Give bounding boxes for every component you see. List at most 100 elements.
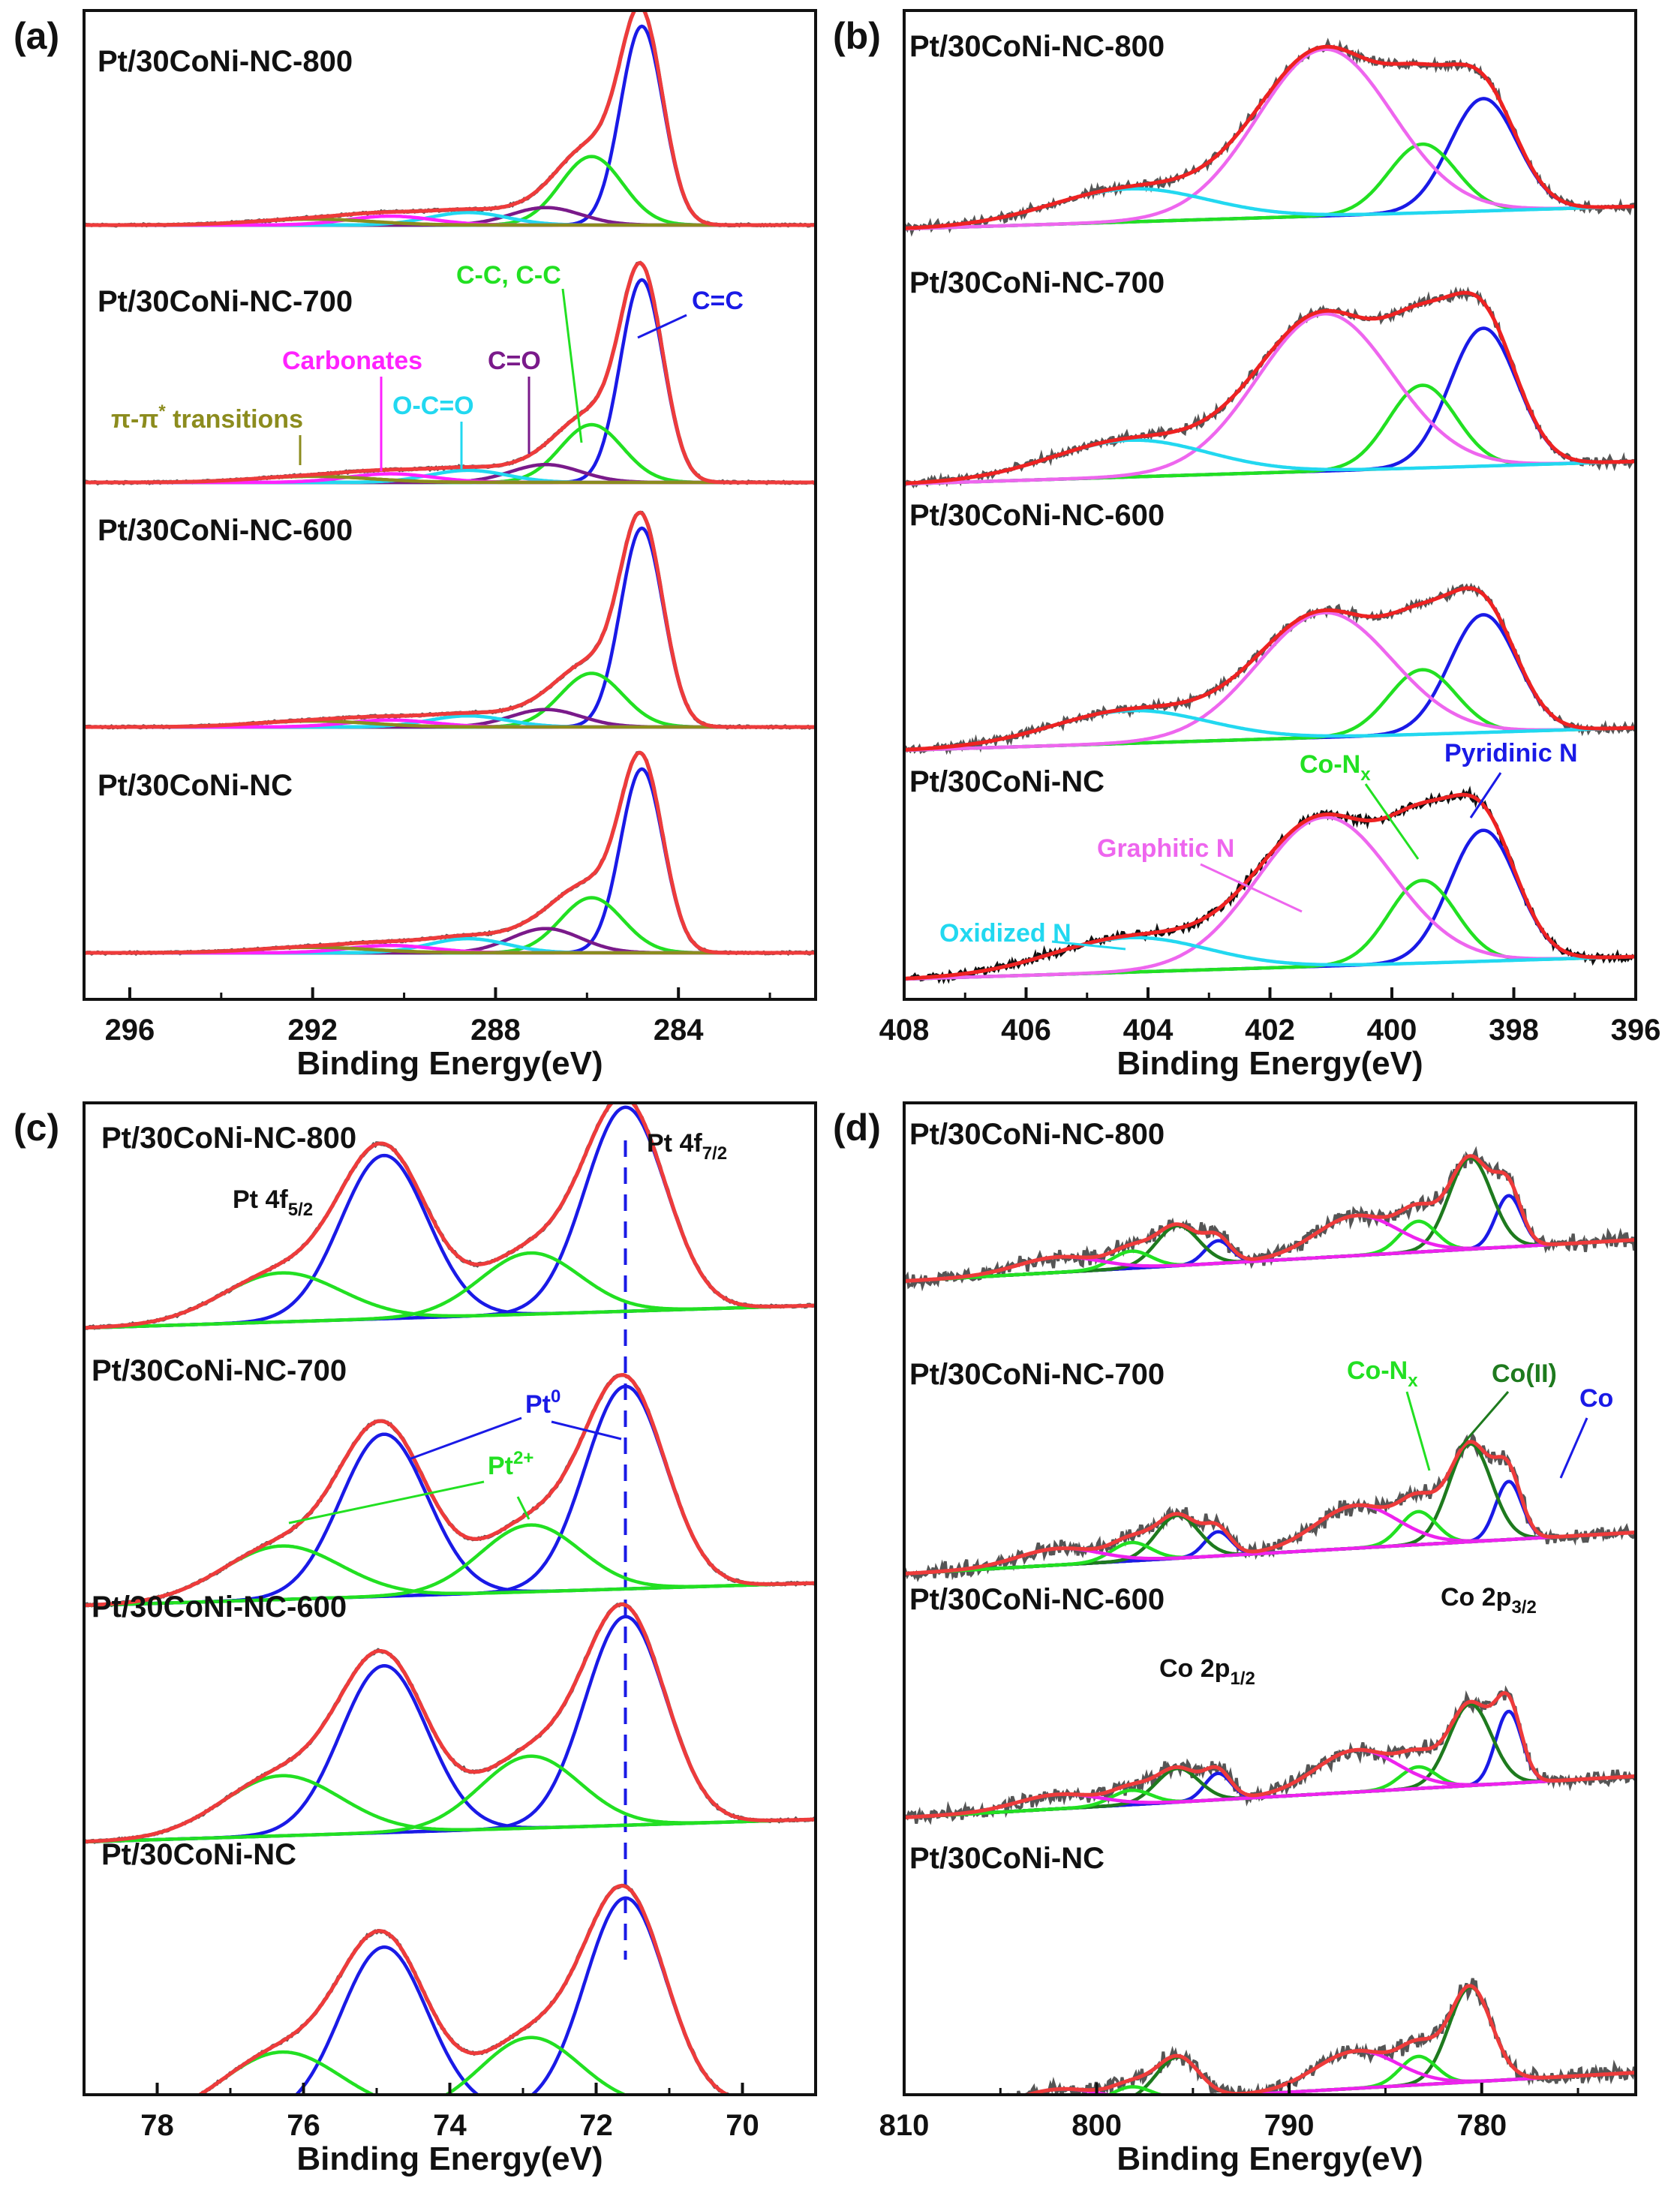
fit-envelope-line: [84, 510, 816, 729]
fit-envelope-line: [196, 1883, 732, 2095]
spectrum-c-3: [195, 1883, 734, 2095]
peak-annotation: Pt 4f5/2: [233, 1185, 313, 1220]
fit-envelope-line: [904, 586, 1636, 752]
fit-envelope-line: [904, 290, 1636, 485]
x-tick-label: 292: [287, 1014, 338, 1047]
spectrum-b-1: [904, 286, 1636, 489]
peak-annotation: Pyridinic N: [1444, 739, 1578, 768]
x-tick-label: 790: [1264, 2109, 1315, 2142]
plot-area-b: [904, 38, 1636, 984]
fit-envelope-line: [904, 1154, 1636, 1283]
spectrum-d-3: [998, 1978, 1636, 2095]
fit-envelope-line: [84, 1602, 816, 1844]
peak-component-line: [293, 1945, 481, 2095]
spectrum-d-2: [904, 1685, 1636, 1825]
plot-area-a: [84, 11, 816, 957]
x-tick-label: 402: [1245, 1014, 1295, 1047]
sample-title: Pt/30CoNi-NC-700: [98, 285, 353, 318]
panel-label: (b): [833, 15, 881, 57]
fit-envelope-line: [904, 1690, 1636, 1819]
sample-title: Pt/30CoNi-NC-800: [98, 45, 353, 78]
panel-c: 78 76 74 72 70 Binding Energy(eV) (c) Pt/30CoNi…: [14, 1101, 817, 2177]
peak-component-line: [84, 1664, 816, 1844]
x-tick-label: 408: [879, 1014, 930, 1047]
peak-annotation: Co: [1579, 1384, 1613, 1413]
spectrum-b-0: [904, 38, 1636, 237]
raw-data-line: [904, 286, 1636, 489]
peak-component-line: [904, 1194, 1636, 1283]
annotation-leader: [1559, 1417, 1588, 1479]
raw-data-line: [84, 1602, 816, 1844]
sample-title: Pt/30CoNi-NC: [909, 1842, 1104, 1875]
fit-envelope-line: [84, 261, 816, 485]
x-tick-label: 70: [726, 2109, 759, 2142]
peak-component-line: [1212, 2049, 1636, 2095]
peak-annotation: Carbonates: [282, 347, 422, 375]
x-tick-label: 404: [1123, 1014, 1174, 1047]
annotation-leader: [1405, 1391, 1431, 1471]
spectrum-b-3: [904, 786, 1636, 984]
x-tick-label: 76: [287, 2109, 320, 2142]
x-tick-label: 284: [654, 1014, 704, 1047]
raw-data-line: [904, 38, 1636, 237]
panel-label: (d): [833, 1107, 881, 1149]
raw-data-line: [904, 786, 1636, 984]
sample-title: Pt/30CoNi-NC-800: [101, 1122, 356, 1155]
x-axis-label: Binding Energy(eV): [296, 1045, 603, 1082]
peak-annotation: Pt2+: [488, 1448, 533, 1480]
annotation-leader: [1051, 940, 1126, 951]
annotation-leader: [551, 1420, 622, 1440]
x-tick-label: 398: [1489, 1014, 1539, 1047]
peak-component-line: [84, 1615, 816, 1844]
peak-annotation: Co-Nx: [1300, 750, 1371, 785]
sample-title: Pt/30CoNi-NC: [909, 765, 1104, 798]
spectrum-c-0: [84, 1103, 816, 1330]
spectrum-a-1: [84, 260, 816, 486]
annotation-leader: [516, 1496, 530, 1520]
annotation-leader: [1469, 772, 1502, 819]
sample-title: Pt/30CoNi-NC-800: [909, 1118, 1165, 1151]
spectrum-a-3: [84, 750, 816, 957]
spectrum-c-2: [84, 1602, 816, 1844]
peak-component-line: [84, 1432, 816, 1608]
raw-data-line: [84, 1373, 816, 1608]
plot-frame: [903, 1101, 1637, 2096]
peak-component-line: [84, 896, 816, 955]
panel-d: 810 800 790 780 Binding Energy(eV) (d) Pt/30Co…: [833, 1101, 1637, 2177]
fit-envelope-line: [1020, 1984, 1636, 2095]
peak-annotation: Oxidized N: [939, 919, 1071, 948]
spectrum-c-1: [84, 1373, 816, 1608]
sample-title: Pt/30CoNi-NC-600: [909, 499, 1165, 532]
sample-title: Pt/30CoNi-NC-700: [909, 266, 1165, 299]
annotation-leader: [1364, 783, 1420, 860]
x-axis-label: Binding Energy(eV): [1116, 1045, 1423, 1082]
spectrum-a-2: [84, 510, 816, 730]
peak-annotation: Graphitic N: [1097, 834, 1234, 863]
x-tick-label: 780: [1456, 2109, 1507, 2142]
fit-envelope-line: [84, 1373, 816, 1608]
x-tick-label: 396: [1611, 1014, 1661, 1047]
peak-annotation: Co 2p1/2: [1159, 1654, 1255, 1689]
peak-annotation: C=O: [488, 347, 541, 375]
x-tick-label: 406: [1001, 1014, 1051, 1047]
sample-title: Pt/30CoNi-NC-700: [909, 1358, 1165, 1391]
x-tick-label: 400: [1367, 1014, 1417, 1047]
raw-data-line: [998, 1978, 1636, 2095]
sample-title: Pt/30CoNi-NC-600: [909, 1583, 1165, 1616]
peak-annotation: Pt 4f7/2: [647, 1129, 727, 1164]
peak-annotation: Co(II): [1492, 1359, 1557, 1388]
peak-annotation: Co-Nx: [1347, 1356, 1418, 1391]
fit-envelope-line: [904, 44, 1636, 230]
spectrum-d-0: [904, 1146, 1636, 1292]
peak-component-line: [904, 187, 1636, 230]
annotation-leader: [1200, 863, 1303, 913]
peak-component-line: [904, 1219, 1636, 1283]
peak-component-line: [84, 1384, 816, 1608]
annotation-leader: [1458, 1391, 1510, 1449]
x-tick-label: 810: [879, 2109, 930, 2142]
x-axis-label: Binding Energy(eV): [1116, 2140, 1423, 2177]
plot-area-c: [84, 1103, 816, 2095]
fit-envelope-line: [84, 1103, 816, 1330]
peak-component-line: [84, 671, 816, 729]
